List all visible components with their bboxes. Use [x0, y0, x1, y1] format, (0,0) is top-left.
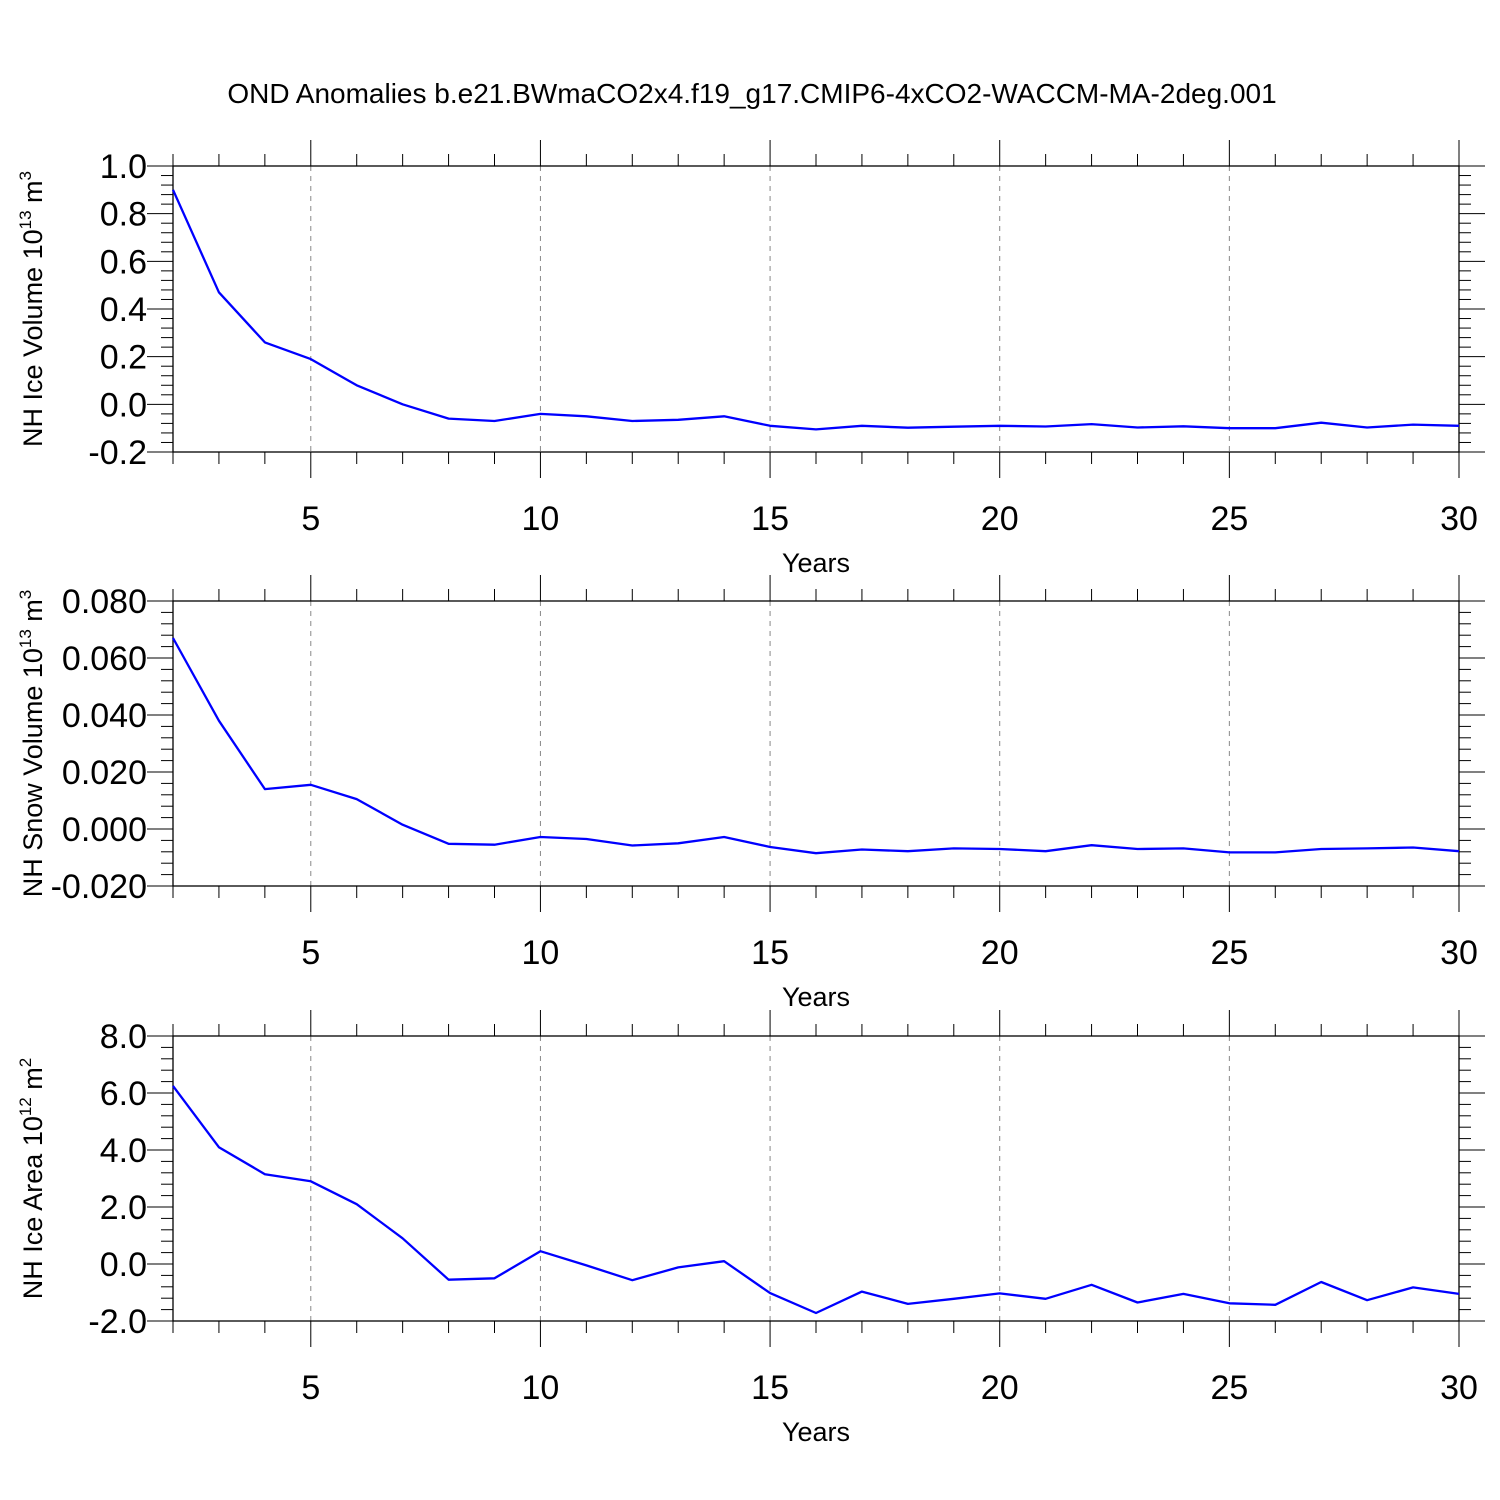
series-line	[171, 637, 1460, 855]
x-tick-label: 10	[522, 1369, 560, 1407]
y-axis-label: NH Snow Volume 1013 m3	[16, 590, 48, 898]
x-tick-label: 25	[1210, 934, 1248, 972]
y-tick-label: -0.020	[51, 868, 147, 906]
x-tick-label: 25	[1210, 1369, 1248, 1407]
y-tick-label: 2.0	[100, 1189, 147, 1227]
x-tick-label: 10	[522, 934, 560, 972]
y-axis-label: NH Ice Area 1012 m2	[16, 1058, 48, 1299]
x-tick-label: 10	[522, 500, 560, 538]
x-axis-label: Years	[782, 548, 850, 578]
y-tick-label: 0.000	[62, 811, 147, 849]
x-tick-label: 20	[981, 1369, 1019, 1407]
y-tick-label: 6.0	[100, 1075, 147, 1113]
y-tick-label: 0.2	[100, 339, 147, 377]
x-tick-label: 5	[301, 500, 320, 538]
panel-2: -0.020 0.000 0.020 0.040 0.060 0.080 5 10 15 20 25…	[16, 575, 1485, 1012]
y-tick-label: 0.080	[62, 583, 147, 621]
panel-1: -0.2 0.0 0.2 0.4 0.6 0.8 1.0 5 10 15 20 25 30 Years NH…	[16, 140, 1485, 578]
series-line	[171, 189, 1460, 431]
x-axis-label: Years	[782, 982, 850, 1012]
y-tick-label: 4.0	[100, 1132, 147, 1170]
chart-title: OND Anomalies b.e21.BWmaCO2x4.f19_g17.CM…	[227, 78, 1276, 109]
plot-frame	[172, 1035, 1460, 1322]
plot-frame	[172, 600, 1460, 887]
x-tick-label: 5	[301, 1369, 320, 1407]
y-tick-label: 0.0	[100, 386, 147, 424]
x-tick-label: 15	[751, 500, 789, 538]
plot-frame	[172, 165, 1460, 453]
y-tick-label: 0.4	[100, 291, 147, 329]
x-tick-label: 20	[981, 934, 1019, 972]
x-axis-label: Years	[782, 1417, 850, 1447]
y-tick-label: 0.6	[100, 243, 147, 281]
panel-3: -2.0 0.0 2.0 4.0 6.0 8.0 5 10 15 20 25 30 Years NH Ic…	[16, 1010, 1485, 1447]
y-tick-label: -2.0	[88, 1303, 147, 1341]
x-tick-label: 20	[981, 500, 1019, 538]
x-tick-label: 30	[1440, 934, 1478, 972]
y-tick-label: 1.0	[100, 148, 147, 186]
y-tick-label: 0.020	[62, 754, 147, 792]
y-tick-label: 0.8	[100, 196, 147, 234]
y-axis-label: NH Ice Volume 1013 m3	[16, 171, 48, 447]
y-tick-label: 8.0	[100, 1018, 147, 1056]
x-tick-label: 25	[1210, 500, 1248, 538]
x-tick-label: 5	[301, 934, 320, 972]
series-line	[172, 1085, 1460, 1315]
y-tick-label: 0.0	[100, 1246, 147, 1284]
x-tick-label: 30	[1440, 500, 1478, 538]
y-tick-label: -0.2	[88, 434, 147, 472]
x-tick-label: 15	[751, 934, 789, 972]
x-tick-label: 30	[1440, 1369, 1478, 1407]
y-tick-label: 0.040	[62, 697, 147, 735]
y-tick-label: 0.060	[62, 640, 147, 678]
x-tick-label: 15	[751, 1369, 789, 1407]
